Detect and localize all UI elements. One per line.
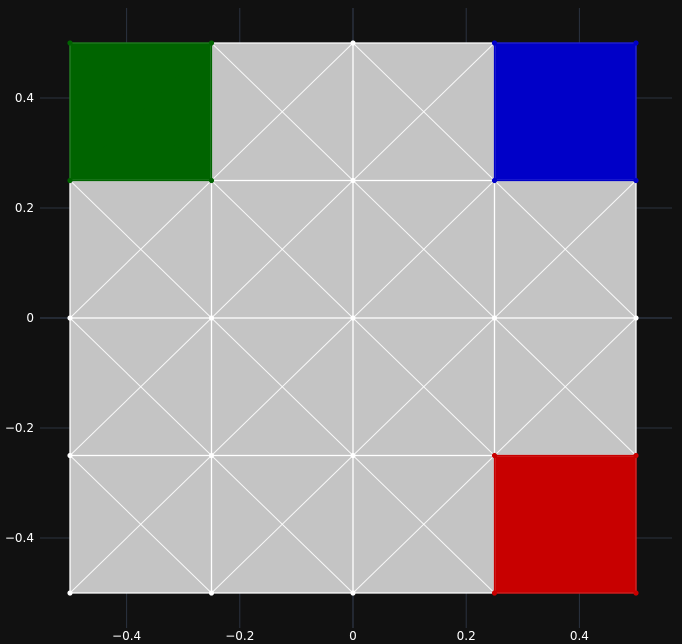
mesh-node bbox=[67, 315, 73, 321]
mesh-node bbox=[350, 315, 356, 321]
mesh-diagonal-edge bbox=[69, 180, 212, 319]
y-tick-label: −0.4 bbox=[5, 531, 34, 545]
mesh-diagonal-edge bbox=[69, 455, 212, 594]
x-tick-label: −0.2 bbox=[225, 629, 254, 643]
x-axis-ticks: −0.4 −0.2 0 0.2 0.4 bbox=[112, 629, 589, 643]
mesh-node bbox=[350, 452, 356, 459]
y-tick-label: −0.2 bbox=[5, 421, 34, 435]
mesh-node bbox=[67, 40, 73, 46]
y-axis-ticks: 0.4 0.2 0 −0.2 −0.4 bbox=[5, 91, 34, 545]
mesh-node bbox=[491, 40, 498, 46]
highlighted-cell-border bbox=[493, 42, 637, 182]
y-tick-label: 0 bbox=[26, 311, 34, 325]
mesh-diagonal-edge bbox=[211, 180, 354, 319]
mesh-diagonal-edge bbox=[494, 455, 637, 594]
mesh-node bbox=[633, 177, 639, 184]
mesh-node bbox=[208, 590, 215, 596]
mesh-node bbox=[67, 452, 73, 459]
mesh-diagonal-edge bbox=[69, 42, 212, 181]
mesh-node bbox=[208, 452, 215, 459]
mesh-node bbox=[491, 590, 498, 596]
y-tick-label: 0.4 bbox=[15, 91, 34, 105]
mesh-diagonal-edge bbox=[211, 42, 354, 181]
mesh-diagonal-edge bbox=[352, 455, 495, 594]
mesh-diagonal-edge bbox=[352, 42, 495, 181]
x-tick-label: 0 bbox=[349, 629, 357, 643]
mesh-node bbox=[350, 590, 356, 596]
mesh-node bbox=[350, 40, 356, 46]
mesh-node bbox=[633, 590, 639, 596]
mesh-node bbox=[67, 177, 73, 184]
mesh-diagonal-edge bbox=[352, 317, 495, 456]
mesh-nodes bbox=[67, 40, 639, 596]
mesh-node bbox=[67, 590, 73, 596]
x-tick-label: 0.4 bbox=[570, 629, 589, 643]
mesh-diagonal-edge bbox=[494, 180, 637, 319]
mesh-diagonal-edge bbox=[211, 455, 354, 594]
mesh-node bbox=[491, 177, 498, 184]
mesh-node bbox=[491, 452, 498, 459]
mesh-node bbox=[208, 177, 215, 184]
mesh-node bbox=[633, 40, 639, 46]
x-tick-label: −0.4 bbox=[112, 629, 141, 643]
mesh-node bbox=[633, 315, 639, 321]
highlighted-cell-border bbox=[69, 42, 213, 182]
highlighted-cell-border bbox=[493, 454, 637, 594]
y-tick-label: 0.2 bbox=[15, 201, 34, 215]
mesh-diagonal-edge bbox=[69, 317, 212, 456]
mesh-node bbox=[491, 315, 498, 321]
mesh-diagonal-edge bbox=[352, 180, 495, 319]
mesh-diagonal-edge bbox=[494, 42, 637, 181]
mesh-diagonal-edge bbox=[494, 317, 637, 456]
mesh-node bbox=[350, 177, 356, 184]
mesh-node bbox=[633, 452, 639, 459]
mesh-diagonal-edge bbox=[211, 317, 354, 456]
mesh-node bbox=[208, 40, 215, 46]
mesh-node bbox=[208, 315, 215, 321]
x-tick-label: 0.2 bbox=[457, 629, 476, 643]
